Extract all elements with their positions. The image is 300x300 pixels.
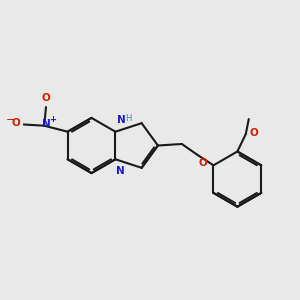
Text: N: N xyxy=(42,119,50,130)
Text: N: N xyxy=(116,166,125,176)
Text: +: + xyxy=(49,115,56,124)
Text: O: O xyxy=(250,128,259,138)
Text: O: O xyxy=(11,118,20,128)
Text: N: N xyxy=(117,115,125,125)
Text: H: H xyxy=(125,114,131,123)
Text: O: O xyxy=(42,93,50,103)
Text: −: − xyxy=(6,112,16,126)
Text: O: O xyxy=(198,158,207,168)
